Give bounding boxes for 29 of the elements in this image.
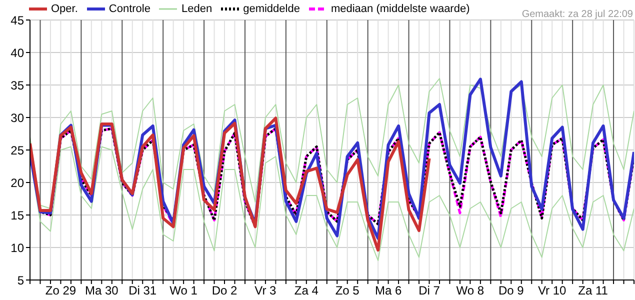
x-tick-label: Wo 8 bbox=[456, 284, 484, 298]
y-tick-label: 15 bbox=[10, 208, 24, 222]
legend-label: mediaan (middelste waarde) bbox=[330, 2, 470, 16]
legend-label: Oper. bbox=[51, 2, 78, 16]
x-tick-label: Wo 1 bbox=[170, 284, 198, 298]
y-tick-label: 40 bbox=[10, 46, 24, 60]
x-tick-label: Do 9 bbox=[498, 284, 524, 298]
y-tick-label: 30 bbox=[10, 110, 24, 125]
x-tick-label: Zo 5 bbox=[335, 284, 360, 298]
y-tick-label: 5 bbox=[17, 273, 24, 288]
x-tick-label: Di 31 bbox=[128, 284, 157, 298]
y-tick-label: 45 bbox=[10, 13, 24, 28]
x-tick-label: Vr 10 bbox=[538, 284, 567, 298]
x-tick-label: Ma 30 bbox=[84, 284, 119, 298]
legend-label: Controle bbox=[108, 2, 150, 16]
x-tick-label: Za 4 bbox=[294, 284, 319, 298]
x-tick-label: Za 11 bbox=[578, 284, 608, 298]
x-tick-label: Ma 6 bbox=[374, 284, 402, 298]
y-tick-label: 35 bbox=[10, 78, 24, 92]
x-tick-label: Zo 29 bbox=[45, 284, 76, 298]
annotation: Gemaakt: za 28 jul 22:09 bbox=[522, 9, 633, 20]
y-tick-label: 10 bbox=[10, 240, 24, 255]
y-tick-label: 20 bbox=[10, 176, 24, 190]
x-tick-label: Vr 3 bbox=[254, 284, 277, 298]
x-tick-label: Di 7 bbox=[418, 284, 440, 298]
x-tick-label: Do 2 bbox=[212, 284, 238, 298]
legend-label: gemiddelde bbox=[243, 2, 300, 16]
y-tick-label: 25 bbox=[10, 143, 24, 158]
legend-label: Leden bbox=[181, 2, 212, 16]
